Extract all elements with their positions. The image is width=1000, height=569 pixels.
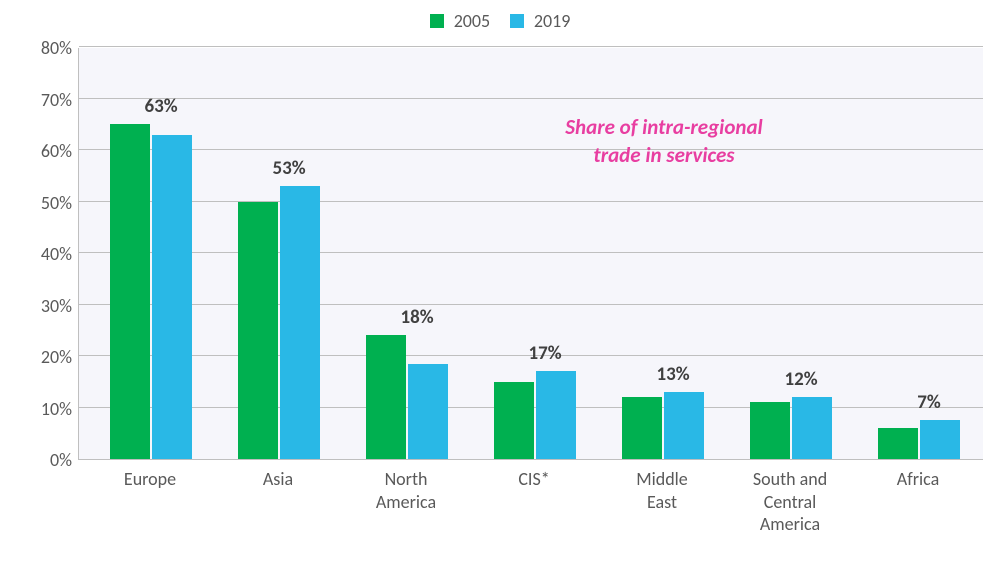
bar-2005 — [622, 397, 662, 459]
x-tick-label: Europe — [88, 468, 212, 491]
bar-2005 — [238, 202, 278, 460]
data-label: 7% — [899, 391, 959, 414]
legend-label-2005: 2005 — [454, 10, 491, 32]
bar-2005 — [750, 402, 790, 459]
bar-2005 — [110, 124, 150, 459]
x-tick-label: Middle East — [600, 468, 724, 513]
bar-2019 — [280, 186, 320, 459]
bar-2019 — [408, 364, 448, 459]
data-label: 12% — [771, 368, 831, 391]
bar-2019 — [920, 420, 960, 459]
data-label: 53% — [259, 157, 319, 180]
x-tick-label: North America — [344, 468, 468, 513]
plot-area: 63% 53% 18% 17% 13% 12% 7% Share of intra-regi… — [78, 48, 983, 460]
bar-2019 — [536, 371, 576, 459]
y-tick-label: 20% — [0, 346, 72, 368]
y-tick-label: 40% — [0, 243, 72, 265]
chart-annotation: Share of intra-regional trade in service… — [524, 113, 804, 170]
data-label: 18% — [387, 306, 447, 329]
bar-2019 — [664, 392, 704, 459]
x-tick-label: South and Central America — [728, 468, 852, 536]
y-tick-label: 70% — [0, 89, 72, 111]
legend-item-2019: 2019 — [510, 10, 571, 32]
bar-2019 — [152, 135, 192, 459]
bar-2005 — [366, 335, 406, 459]
bars: 63% 53% 18% 17% 13% 12% 7% — [79, 48, 983, 459]
legend-swatch-2019 — [510, 14, 524, 28]
legend-item-2005: 2005 — [430, 10, 491, 32]
legend-swatch-2005 — [430, 14, 444, 28]
y-tick-label: 0% — [0, 449, 72, 471]
x-tick-label: Africa — [856, 468, 980, 491]
y-tick-label: 80% — [0, 37, 72, 59]
y-tick-label: 50% — [0, 192, 72, 214]
gridline — [79, 46, 983, 47]
chart-container: 2005 2019 0% 10% 20% 30% 40% 50% 60% 70% 80% 63%… — [0, 0, 1000, 569]
bar-2019 — [792, 397, 832, 459]
data-label: 17% — [515, 342, 575, 365]
data-label: 13% — [643, 363, 703, 386]
bar-2005 — [878, 428, 918, 459]
legend: 2005 2019 — [0, 10, 1000, 32]
y-tick-label: 60% — [0, 140, 72, 162]
x-tick-label: CIS* — [472, 468, 596, 491]
x-tick-label: Asia — [216, 468, 340, 491]
y-tick-label: 10% — [0, 398, 72, 420]
legend-label-2019: 2019 — [534, 10, 571, 32]
bar-2005 — [494, 382, 534, 459]
y-tick-label: 30% — [0, 295, 72, 317]
data-label: 63% — [131, 95, 191, 118]
